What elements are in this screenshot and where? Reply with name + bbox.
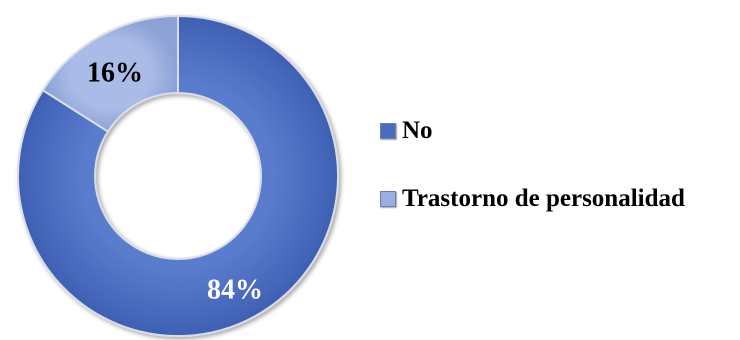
data-label-trastorno: 16% [87,57,143,88]
donut-slice-trastorno [41,14,179,133]
donut-slice-no [17,14,339,337]
legend-swatch-trastorno [380,191,396,207]
legend-label-no: No [402,117,433,144]
legend-item-no: No [380,113,685,149]
legend-item-trastorno: Trastorno de personalidad [380,181,685,217]
donut-chart: 84% 16% [17,14,339,337]
data-label-no: 84% [207,274,263,305]
legend-label-trastorno: Trastorno de personalidad [402,185,685,212]
legend: No Trastorno de personalidad [380,113,685,249]
legend-swatch-no [380,123,396,139]
